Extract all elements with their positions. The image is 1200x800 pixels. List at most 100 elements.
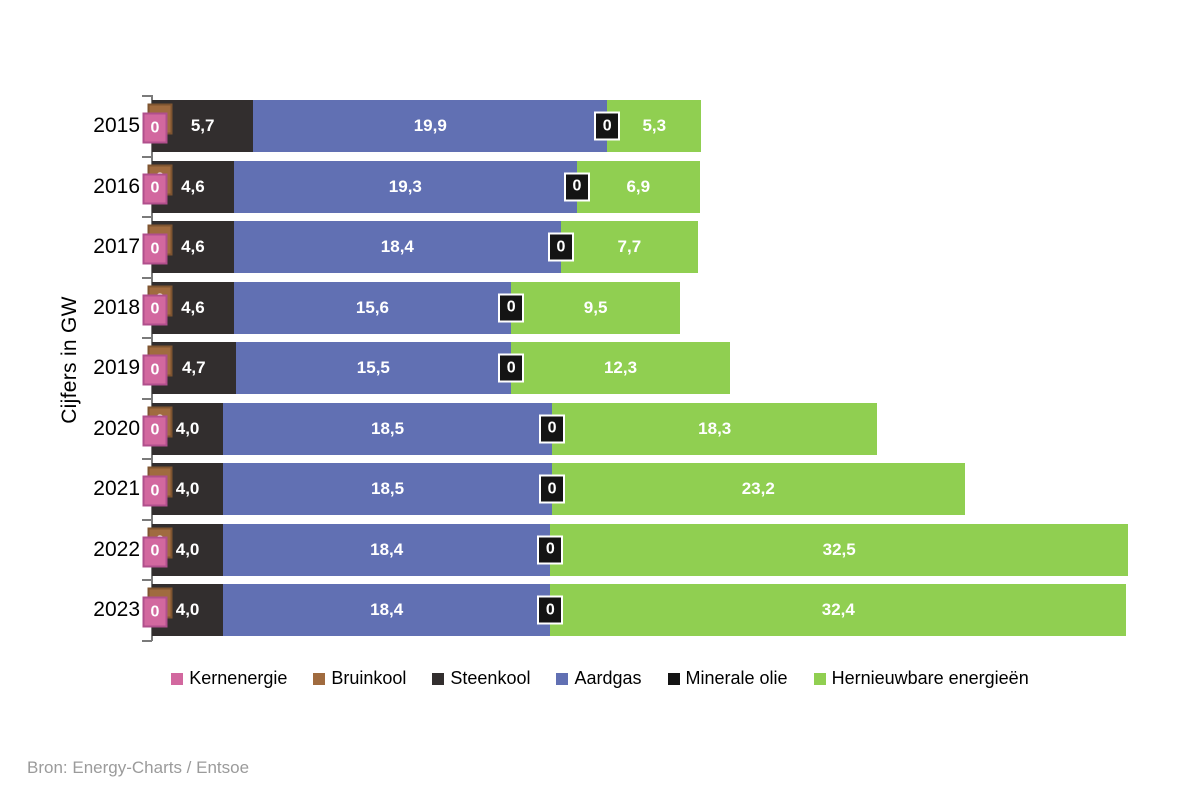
value-label: 4,6 <box>181 297 205 317</box>
legend-label: Steenkool <box>450 668 531 688</box>
bar-segment-hernieuwbare-energieen: 5,3 <box>607 100 702 152</box>
axis-tick <box>142 458 152 460</box>
legend-label: Hernieuwbare energieën <box>831 668 1029 688</box>
bar-segment-hernieuwbare-energieen: 18,3 <box>552 402 878 455</box>
axis-tick <box>142 397 152 400</box>
year-label: 2020 <box>93 416 140 440</box>
value-label: 18,4 <box>380 237 414 256</box>
zero-label-minerale-olie: 0 <box>498 293 525 322</box>
zero-label-minerale-olie: 0 <box>537 535 564 564</box>
legend-swatch-icon <box>313 672 326 685</box>
legend-label: Kernenergie <box>189 668 288 688</box>
value-label: 18,5 <box>371 418 405 438</box>
legend-swatch-icon <box>813 672 826 685</box>
bar-segment-aardgas: 18,5 <box>223 402 553 455</box>
axis-tick <box>142 579 152 581</box>
bar-rows: 2015005,719,905,32016004,619,306,9201700… <box>0 100 1200 645</box>
axis-tick <box>142 276 152 279</box>
value-label: 18,3 <box>698 418 732 438</box>
bar-segment-aardgas: 18,4 <box>233 221 561 273</box>
legend-swatch-icon <box>432 672 445 685</box>
axis-tick <box>142 216 152 218</box>
year-label: 2015 <box>93 114 140 137</box>
legend-label: Aardgas <box>574 668 642 688</box>
zero-label-minerale-olie: 0 <box>539 414 566 443</box>
value-label: 9,5 <box>583 297 608 317</box>
bar-segment-hernieuwbare-energieen: 12,3 <box>511 342 730 394</box>
value-label: 18,4 <box>370 600 404 619</box>
year-label: 2019 <box>93 356 140 379</box>
bar-segment-aardgas: 19,3 <box>233 160 577 213</box>
legend-swatch-icon <box>171 672 184 685</box>
value-label: 12,3 <box>603 358 638 377</box>
bar-segment-aardgas: 18,4 <box>223 523 551 576</box>
zero-label-minerale-olie: 0 <box>563 172 590 201</box>
zero-label-kernenergie: 0 <box>142 112 168 144</box>
axis-tick <box>142 95 152 97</box>
chart-legend: Kernenergie Bruinkool Steenkool Aardgas Mine… <box>0 668 1200 689</box>
zero-label-minerale-olie: 0 <box>547 232 574 262</box>
bar-row-2018: 2018004,615,609,5 <box>0 281 1200 334</box>
year-label: 2018 <box>93 295 140 319</box>
value-label: 15,6 <box>355 297 389 317</box>
legend-item-hernieuwbare-energieen: Hernieuwbare energieën <box>813 668 1029 689</box>
value-label: 15,5 <box>356 358 390 377</box>
value-label: 4,6 <box>181 237 205 256</box>
legend-item-kernenergie: Kernenergie <box>171 668 287 689</box>
value-label: 4,0 <box>175 479 200 498</box>
zero-label-minerale-olie: 0 <box>537 595 564 625</box>
legend-item-steenkool: Steenkool <box>432 668 530 689</box>
bar-row-2016: 2016004,619,306,9 <box>0 160 1200 213</box>
axis-tick <box>142 639 152 642</box>
axis-tick <box>142 518 152 521</box>
bar-segment-aardgas: 15,6 <box>233 281 512 334</box>
value-label: 32,5 <box>822 539 856 559</box>
source-text: Bron: Energy-Charts / Entsoe <box>27 758 250 777</box>
bar-row-2017: 2017004,618,407,7 <box>0 221 1200 273</box>
year-label: 2017 <box>93 235 140 258</box>
value-label: 4,0 <box>175 418 200 438</box>
zero-label-kernenergie: 0 <box>142 536 168 567</box>
legend-item-bruinkool: Bruinkool <box>313 668 406 689</box>
bar-segment-hernieuwbare-energieen: 32,5 <box>550 523 1129 576</box>
year-label: 2023 <box>93 598 140 621</box>
bar-segment-hernieuwbare-energieen: 23,2 <box>552 463 965 515</box>
bar-segment-aardgas: 19,9 <box>253 100 608 152</box>
legend-label: Minerale olie <box>685 668 788 688</box>
value-label: 19,9 <box>413 116 447 135</box>
year-label: 2021 <box>93 477 140 500</box>
value-label: 6,9 <box>626 176 651 196</box>
bar-segment-aardgas: 18,5 <box>223 463 553 515</box>
value-label: 4,0 <box>175 539 200 559</box>
bar-row-2015: 2015005,719,905,3 <box>0 100 1200 152</box>
year-label: 2016 <box>93 174 140 198</box>
legend-label: Bruinkool <box>331 668 407 688</box>
stacked-bar: 004,618,407,7 <box>142 221 698 273</box>
value-label: 4,0 <box>175 600 200 619</box>
bar-segment-hernieuwbare-energieen: 32,4 <box>550 584 1127 636</box>
zero-label-kernenergie: 0 <box>142 415 168 446</box>
axis-tick <box>142 155 152 158</box>
value-label: 19,3 <box>388 176 422 196</box>
value-label: 5,7 <box>190 116 215 135</box>
axis-tick <box>142 337 152 339</box>
value-label: 4,6 <box>181 176 205 196</box>
zero-label-kernenergie: 0 <box>142 233 168 265</box>
zero-label-kernenergie: 0 <box>142 173 168 204</box>
zero-label-minerale-olie: 0 <box>498 353 525 383</box>
bar-segment-hernieuwbare-energieen: 6,9 <box>576 160 700 213</box>
bar-segment-aardgas: 15,5 <box>235 342 512 394</box>
value-label: 4,7 <box>181 358 206 377</box>
legend-item-aardgas: Aardgas <box>556 668 642 689</box>
value-label: 18,4 <box>370 539 404 559</box>
